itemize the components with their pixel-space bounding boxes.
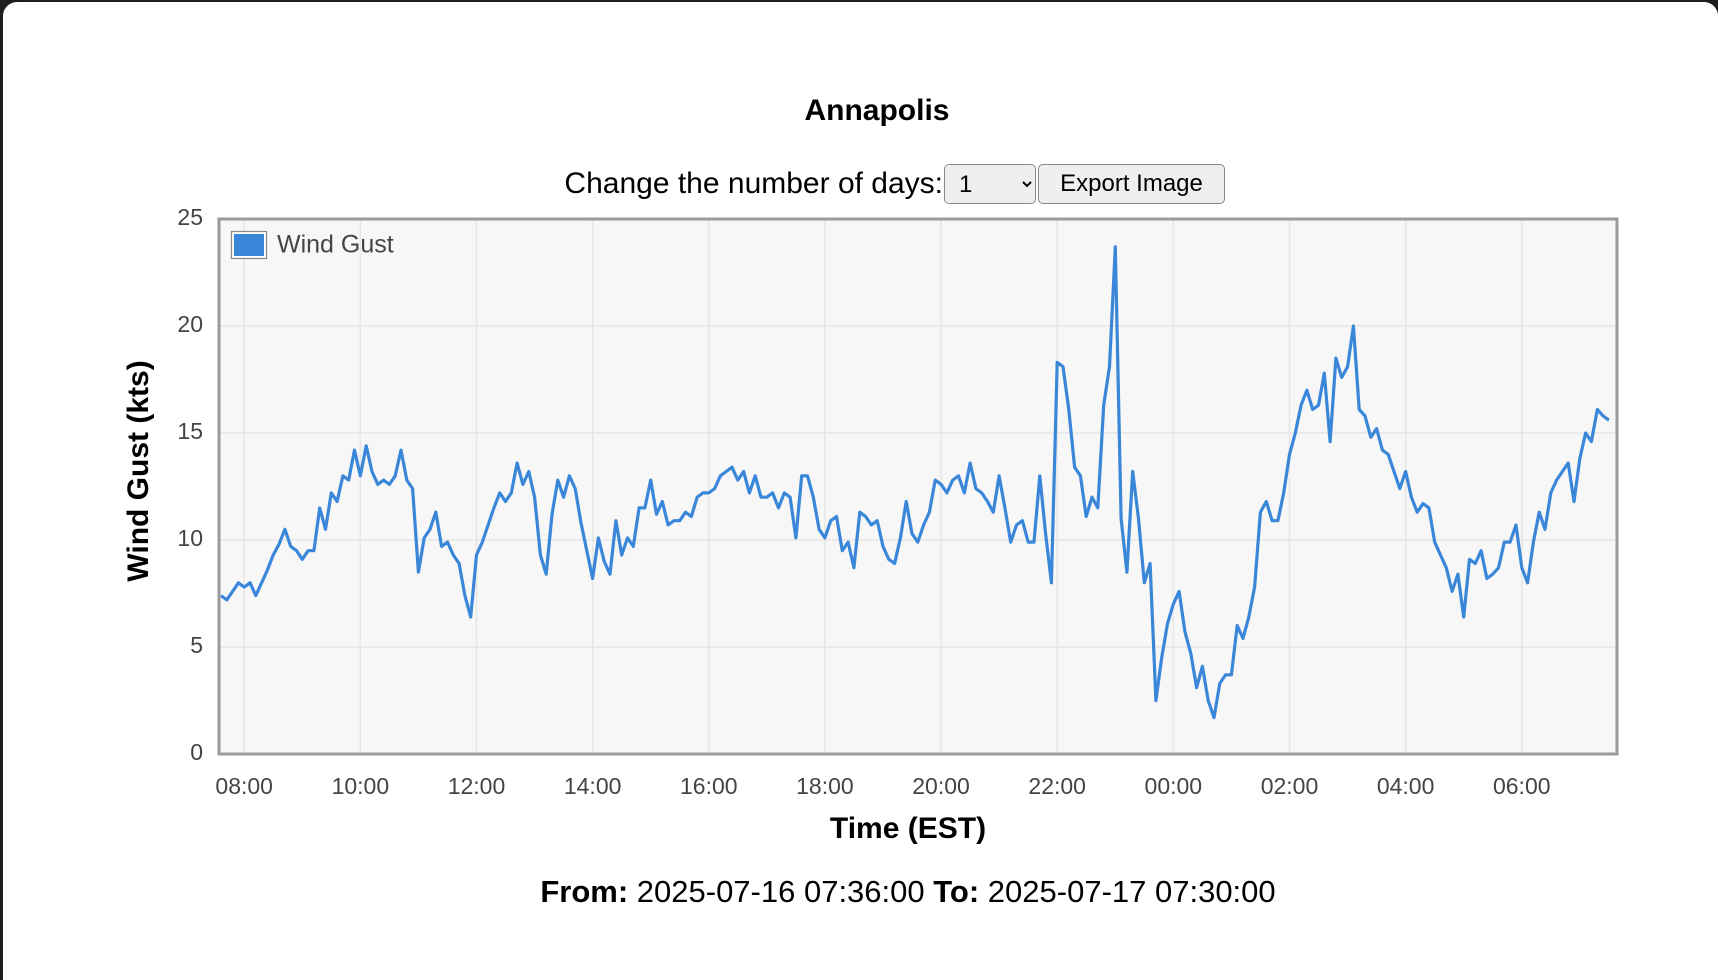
legend-swatch bbox=[232, 232, 266, 258]
date-range: From: 2025-07-16 07:36:00 To: 2025-07-17… bbox=[540, 874, 1275, 909]
y-tick-label: 15 bbox=[177, 418, 203, 444]
y-axis-label: Wind Gust (kts) bbox=[122, 360, 155, 581]
x-tick-label: 12:00 bbox=[448, 773, 506, 799]
y-tick-label: 0 bbox=[190, 739, 203, 765]
from-value: 2025-07-16 07:36:00 bbox=[637, 874, 925, 909]
to-label: To: bbox=[933, 874, 979, 909]
x-axis-label: Time (EST) bbox=[830, 812, 986, 845]
x-tick-label: 04:00 bbox=[1377, 773, 1435, 799]
to-value: 2025-07-17 07:30:00 bbox=[988, 874, 1276, 909]
legend-label: Wind Gust bbox=[277, 231, 394, 259]
y-tick-label: 5 bbox=[190, 632, 203, 658]
plot-background bbox=[219, 219, 1617, 754]
y-tick-label: 20 bbox=[177, 311, 203, 337]
line-series bbox=[220, 245, 1610, 720]
x-tick-label: 18:00 bbox=[796, 773, 854, 799]
plot-border bbox=[217, 217, 1619, 756]
x-tick-label: 16:00 bbox=[680, 773, 738, 799]
x-tick-label: 08:00 bbox=[215, 773, 273, 799]
y-tick-label: 25 bbox=[177, 204, 203, 230]
window: Annapolis Time (EST) Wind Gust (kts) Fro… bbox=[3, 2, 1718, 980]
x-tick-label: 22:00 bbox=[1028, 773, 1086, 799]
days-select[interactable]: 1 bbox=[944, 164, 1036, 204]
from-label: From: bbox=[540, 874, 628, 909]
export-button[interactable]: Export Image bbox=[1038, 164, 1225, 204]
chart: Annapolis Time (EST) Wind Gust (kts) Fro… bbox=[122, 94, 1619, 909]
x-tick-label: 00:00 bbox=[1145, 773, 1203, 799]
x-tick-label: 20:00 bbox=[912, 773, 970, 799]
chart-title: Annapolis bbox=[804, 94, 949, 127]
x-tick-label: 10:00 bbox=[332, 773, 390, 799]
control-label: Change the number of days: bbox=[564, 167, 943, 200]
legend-swatch-frame bbox=[230, 230, 268, 260]
x-tick-label: 02:00 bbox=[1261, 773, 1319, 799]
y-tick-label: 10 bbox=[177, 525, 203, 551]
x-tick-label: 06:00 bbox=[1493, 773, 1551, 799]
x-tick-label: 14:00 bbox=[564, 773, 622, 799]
